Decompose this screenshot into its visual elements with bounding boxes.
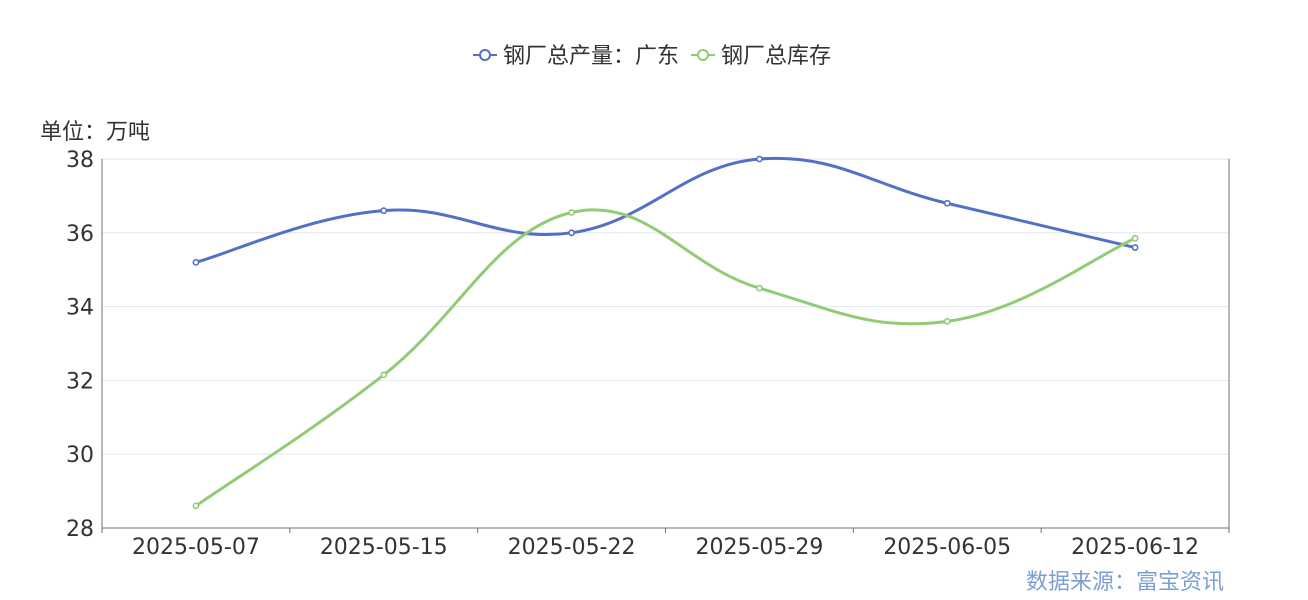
- data-point[interactable]: [756, 284, 763, 292]
- x-tick-label: 2025-05-29: [695, 535, 823, 560]
- legend-marker-icon: [697, 49, 709, 61]
- data-point[interactable]: [192, 258, 200, 266]
- x-tick-label: 2025-06-12: [1071, 535, 1199, 560]
- x-axis-ticks: 2025-05-07 2025-05-15 2025-05-22 2025-05-29…: [132, 535, 1199, 560]
- series-layer: [192, 155, 1139, 510]
- source-label: 数据来源：富宝资讯: [1026, 570, 1224, 595]
- data-point[interactable]: [1131, 234, 1139, 242]
- legend-item-2[interactable]: 钢厂总库存: [691, 44, 831, 69]
- y-tick-label: 32: [66, 369, 94, 394]
- x-tick-label: 2025-05-22: [508, 535, 636, 560]
- y-tick-label: 36: [66, 222, 94, 247]
- series-line: [195, 208, 1136, 508]
- data-point[interactable]: [568, 209, 575, 216]
- data-point[interactable]: [943, 317, 951, 325]
- legend-item-1[interactable]: 钢厂总产量：广东: [473, 44, 679, 69]
- data-point[interactable]: [380, 371, 388, 379]
- series-1: [192, 155, 1139, 266]
- grid-lines: [102, 158, 1229, 455]
- legend-label: 钢厂总库存: [721, 44, 831, 69]
- data-point[interactable]: [1131, 244, 1139, 251]
- y-axis-ticks: 28 30 32 34 36 38: [66, 148, 94, 542]
- x-tick-label: 2025-05-07: [132, 535, 260, 560]
- legend[interactable]: 钢厂总产量：广东 钢厂总库存: [473, 44, 831, 69]
- series-2: [192, 208, 1139, 510]
- y-tick-label: 34: [66, 296, 94, 321]
- data-point[interactable]: [568, 229, 575, 237]
- unit-label: 单位：万吨: [40, 120, 150, 145]
- axes: [101, 159, 1230, 533]
- y-tick-label: 38: [66, 148, 94, 173]
- legend-label: 钢厂总产量：广东: [503, 44, 679, 69]
- y-tick-label: 30: [66, 443, 94, 468]
- data-point[interactable]: [192, 502, 200, 510]
- legend-marker-icon: [479, 49, 491, 61]
- x-tick-label: 2025-05-15: [320, 535, 448, 560]
- series-line: [195, 156, 1136, 264]
- data-point[interactable]: [380, 207, 388, 215]
- data-point[interactable]: [943, 199, 951, 207]
- y-tick-label: 28: [66, 517, 94, 542]
- data-point[interactable]: [756, 155, 763, 163]
- x-tick-label: 2025-06-05: [883, 535, 1011, 560]
